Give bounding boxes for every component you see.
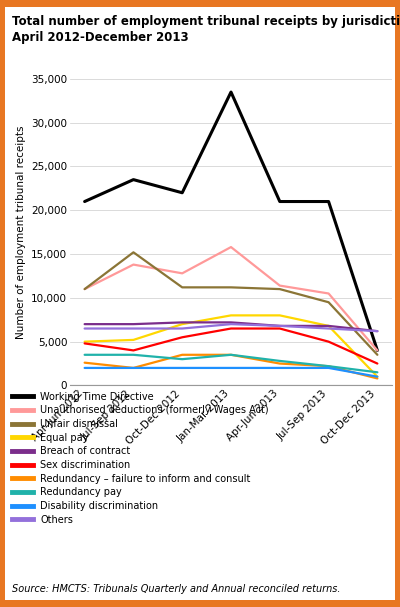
Equal pay bbox=[82, 338, 87, 345]
Disability discrimination bbox=[131, 364, 136, 371]
Sex discrimination bbox=[229, 325, 234, 332]
Unfair dismissal bbox=[131, 249, 136, 256]
Equal pay bbox=[131, 336, 136, 344]
Sex discrimination bbox=[277, 325, 282, 332]
Equal pay bbox=[326, 322, 331, 330]
Unfair dismissal bbox=[375, 351, 380, 358]
Redundancy pay bbox=[277, 358, 282, 365]
Line: Redundancy pay: Redundancy pay bbox=[85, 354, 377, 372]
Sex discrimination bbox=[326, 338, 331, 345]
Sex discrimination bbox=[82, 340, 87, 347]
Redundancy pay bbox=[180, 356, 185, 363]
Unfair dismissal bbox=[229, 283, 234, 291]
Legend: Working Time Directive, Unauthorised deductions (formerly Wages Act), Unfair dis: Working Time Directive, Unauthorised ded… bbox=[12, 392, 269, 525]
Others bbox=[326, 325, 331, 332]
Line: Equal pay: Equal pay bbox=[85, 316, 377, 377]
Line: Breach of contract: Breach of contract bbox=[85, 322, 377, 331]
Unauthorised deductions (formerly Wages Act) bbox=[326, 290, 331, 297]
Working Time Directive bbox=[229, 89, 234, 96]
Breach of contract bbox=[229, 319, 234, 326]
Disability discrimination bbox=[180, 364, 185, 371]
Redundancy pay bbox=[82, 351, 87, 358]
Redundancy – failure to inform and consult bbox=[131, 364, 136, 371]
Text: Source: HMCTS: Tribunals Quarterly and Annual reconciled returns.: Source: HMCTS: Tribunals Quarterly and A… bbox=[12, 584, 340, 594]
Disability discrimination bbox=[229, 364, 234, 371]
Breach of contract bbox=[180, 319, 185, 326]
Others bbox=[180, 325, 185, 332]
Line: Working Time Directive: Working Time Directive bbox=[85, 92, 377, 350]
Redundancy – failure to inform and consult bbox=[326, 362, 331, 370]
Others bbox=[375, 328, 380, 335]
Breach of contract bbox=[131, 320, 136, 328]
Equal pay bbox=[229, 312, 234, 319]
Line: Unfair dismissal: Unfair dismissal bbox=[85, 253, 377, 354]
Equal pay bbox=[180, 320, 185, 328]
Unfair dismissal bbox=[277, 285, 282, 293]
Equal pay bbox=[277, 312, 282, 319]
Redundancy – failure to inform and consult bbox=[277, 360, 282, 367]
Unauthorised deductions (formerly Wages Act) bbox=[375, 347, 380, 354]
Redundancy – failure to inform and consult bbox=[180, 351, 185, 358]
Working Time Directive bbox=[277, 198, 282, 205]
Working Time Directive bbox=[326, 198, 331, 205]
Others bbox=[277, 322, 282, 330]
Disability discrimination bbox=[82, 364, 87, 371]
Disability discrimination bbox=[375, 373, 380, 381]
Redundancy pay bbox=[229, 351, 234, 358]
Line: Others: Others bbox=[85, 324, 377, 331]
Working Time Directive bbox=[131, 176, 136, 183]
Line: Disability discrimination: Disability discrimination bbox=[85, 368, 377, 377]
Sex discrimination bbox=[375, 360, 380, 367]
Sex discrimination bbox=[131, 347, 136, 354]
Redundancy – failure to inform and consult bbox=[229, 351, 234, 358]
Line: Unauthorised deductions (formerly Wages Act): Unauthorised deductions (formerly Wages … bbox=[85, 247, 377, 350]
Line: Sex discrimination: Sex discrimination bbox=[85, 328, 377, 364]
Working Time Directive bbox=[180, 189, 185, 197]
Redundancy pay bbox=[375, 368, 380, 376]
Breach of contract bbox=[375, 328, 380, 335]
Unauthorised deductions (formerly Wages Act) bbox=[180, 270, 185, 277]
Redundancy – failure to inform and consult bbox=[82, 359, 87, 366]
Others bbox=[131, 325, 136, 332]
Redundancy – failure to inform and consult bbox=[375, 375, 380, 382]
Unfair dismissal bbox=[82, 285, 87, 293]
Breach of contract bbox=[326, 322, 331, 330]
Line: Redundancy – failure to inform and consult: Redundancy – failure to inform and consu… bbox=[85, 354, 377, 378]
Others bbox=[82, 325, 87, 332]
Unauthorised deductions (formerly Wages Act) bbox=[277, 282, 282, 290]
Text: Total number of employment tribunal receipts by jurisdiction,
April 2012-Decembe: Total number of employment tribunal rece… bbox=[12, 15, 400, 44]
Working Time Directive bbox=[82, 198, 87, 205]
Unauthorised deductions (formerly Wages Act) bbox=[229, 243, 234, 251]
Sex discrimination bbox=[180, 334, 185, 341]
Unauthorised deductions (formerly Wages Act) bbox=[131, 261, 136, 268]
Working Time Directive bbox=[375, 347, 380, 354]
Y-axis label: Number of employment tribunal receipts: Number of employment tribunal receipts bbox=[16, 126, 26, 339]
Redundancy pay bbox=[326, 362, 331, 370]
Unfair dismissal bbox=[180, 283, 185, 291]
Disability discrimination bbox=[277, 364, 282, 371]
Unfair dismissal bbox=[326, 299, 331, 306]
Others bbox=[229, 320, 234, 328]
Breach of contract bbox=[82, 320, 87, 328]
Unauthorised deductions (formerly Wages Act) bbox=[82, 285, 87, 293]
Redundancy pay bbox=[131, 351, 136, 358]
Equal pay bbox=[375, 373, 380, 381]
Disability discrimination bbox=[326, 364, 331, 371]
Breach of contract bbox=[277, 322, 282, 330]
